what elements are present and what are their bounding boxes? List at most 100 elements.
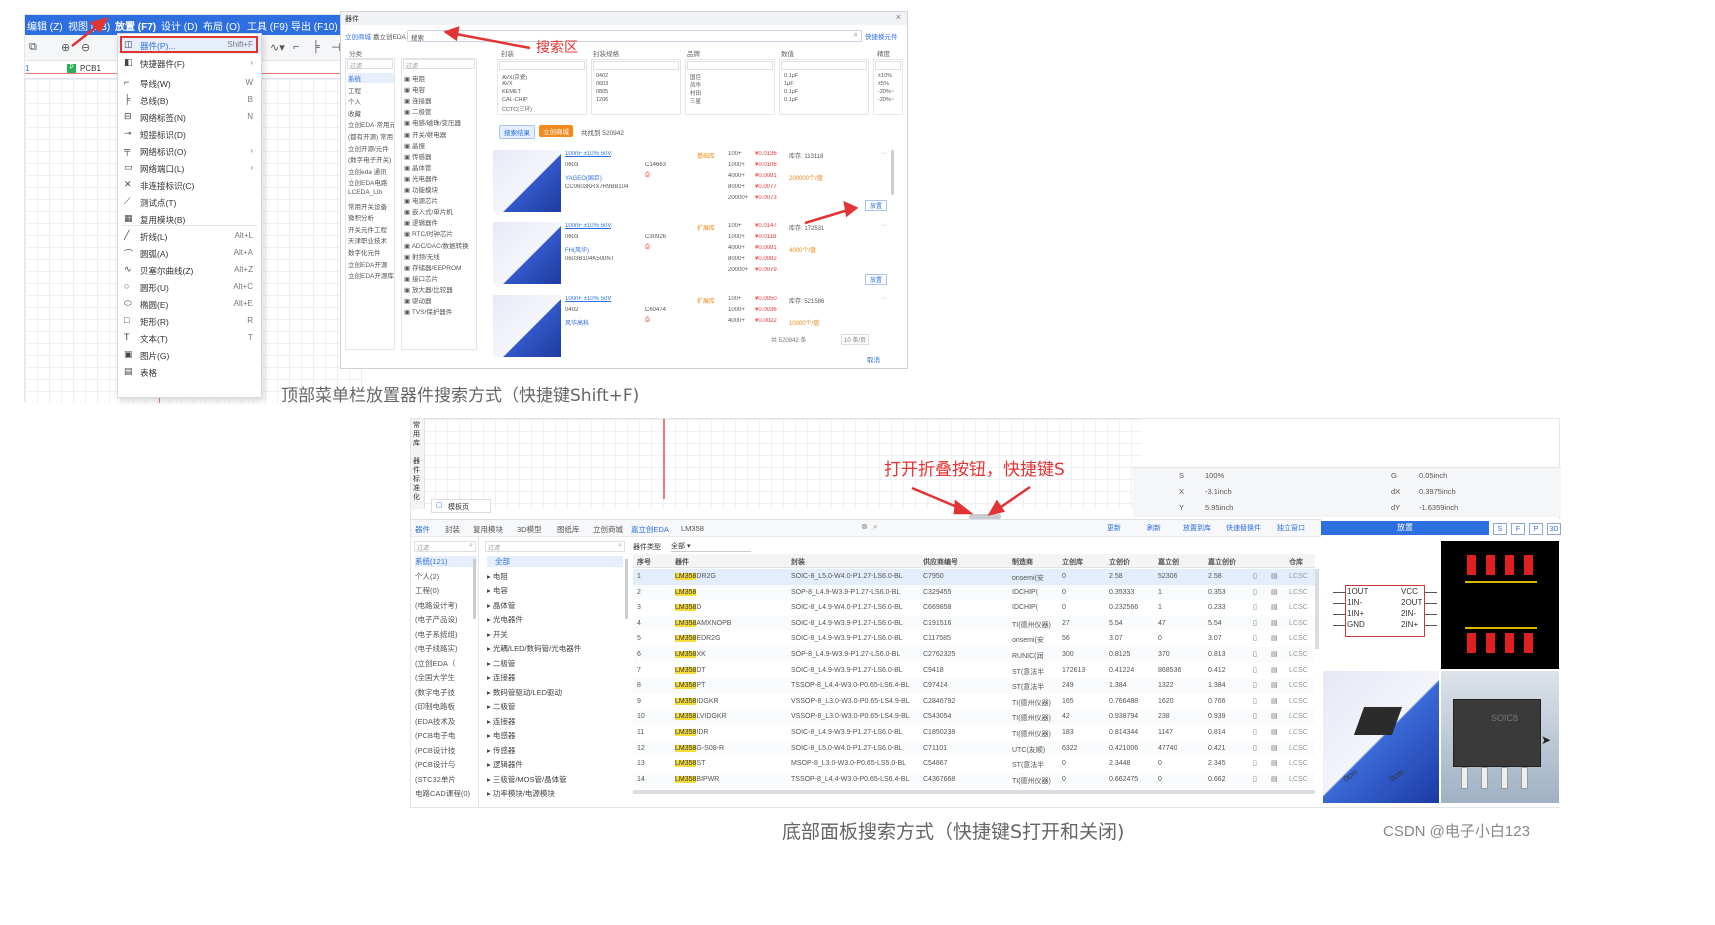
category-mid-item[interactable]: ▣ 二极管 [404, 109, 432, 117]
menu-item-1[interactable]: ◫ 器件(P)... Shift+F [118, 36, 261, 54]
category-left-item[interactable]: 开关元件工程 [348, 226, 387, 234]
table-hscrollbar[interactable] [633, 790, 1315, 794]
category-left-item[interactable]: (数字电子开关) [348, 157, 392, 165]
result-name-link[interactable]: 100nF ±10% 50V [565, 151, 612, 157]
panel-button-3[interactable]: 放置到库 [1183, 525, 1211, 532]
category-mid-item[interactable]: ▣ 射频/无线 [404, 253, 440, 261]
bus-icon[interactable]: ╞ [312, 41, 320, 53]
category-mid-item[interactable]: ▣ 存储器/EEPROM [404, 264, 462, 272]
category-mid-item[interactable]: ▣ 开关/继电器 [404, 131, 447, 139]
detail-icon[interactable]: ▤ [1271, 619, 1278, 627]
library-tree-item[interactable]: 系统(121) [415, 556, 477, 567]
filter-input-mid[interactable]: 过滤 [403, 59, 475, 70]
attr-option[interactable]: 0805 [596, 89, 609, 95]
library-tree-item[interactable]: 个人(2) [415, 571, 440, 581]
column-header[interactable]: 立创价 [1109, 559, 1130, 566]
menu-tools[interactable]: 工具 (F9) [247, 22, 289, 33]
category-mid-item[interactable]: ▣ 晶体管 [404, 164, 432, 172]
detail-icon[interactable]: ▤ [1271, 588, 1278, 596]
category-mid-item[interactable]: ▣ 连接器 [404, 98, 432, 106]
side-label-common[interactable]: 常用库 [413, 422, 420, 447]
attr-option[interactable]: 风华 [690, 83, 702, 89]
library-scrollbar[interactable] [473, 559, 476, 619]
category-scrollbar[interactable] [625, 559, 628, 619]
zoom-in-icon[interactable]: ⊕ [61, 42, 71, 54]
category-mid-item[interactable]: ▣ 接口芯片 [404, 275, 438, 283]
category-tree-item[interactable]: ▸ 电感器 [487, 731, 516, 740]
category-mid-item[interactable]: ▣ 电源芯片 [404, 198, 438, 206]
menu-item-19[interactable]: ▣ 图片(G) [118, 346, 261, 364]
result-brand[interactable]: FH(风华) [565, 248, 589, 254]
library-tree-item[interactable]: (印制电路板 [415, 702, 455, 711]
search-icon[interactable]: ⌕ [618, 542, 622, 549]
datasheet-icon[interactable]: ⎙ [645, 317, 650, 323]
datasheet-icon[interactable]: ▯ [1253, 588, 1257, 596]
detail-icon[interactable]: ▤ [1271, 651, 1278, 658]
category-left-item[interactable]: 个人 [348, 99, 361, 107]
more-icon[interactable]: ⋯ [881, 223, 887, 229]
category-tree-item[interactable]: ▸ 晶体管 [487, 600, 516, 610]
category-mid-item[interactable]: ▣ 电感/磁珠/变压器 [404, 120, 462, 128]
menu-item-3[interactable]: ⌐ 导线(W) W [118, 74, 261, 92]
panel-tab-2[interactable]: 封装 [445, 525, 460, 534]
datasheet-icon[interactable]: ▯ [1253, 604, 1257, 612]
attr-option[interactable]: ±5% [878, 81, 889, 87]
detail-icon[interactable]: ▤ [1271, 697, 1278, 705]
cell-supplier-no[interactable]: C2762325 [923, 651, 956, 658]
cell-supplier-no[interactable]: C191516 [923, 619, 952, 627]
column-header[interactable]: 立创库 [1062, 559, 1083, 566]
table-vscrollbar[interactable] [1315, 569, 1319, 649]
cell-supplier-no[interactable]: C54867 [923, 760, 948, 768]
preview-place-button[interactable]: 放置 [1321, 521, 1489, 535]
library-tree-item[interactable]: (电子产品设) [415, 615, 458, 624]
wire-icon[interactable]: ∿▾ [270, 42, 285, 54]
menu-item-5[interactable]: ⊟ 网络标签(N) N [118, 108, 261, 126]
column-header[interactable]: 序号 [637, 559, 651, 566]
category-tree-item[interactable]: ▸ 光电器件 [487, 615, 523, 624]
cell-supplier-no[interactable]: C543054 [923, 713, 952, 721]
attr-option[interactable]: CCTC(三环) [502, 107, 532, 113]
library-tree-item[interactable]: (PCB电子电 [415, 731, 456, 740]
menu-item-11[interactable]: ▦ 复用模块(B) [118, 210, 261, 228]
detail-icon[interactable]: ▤ [1271, 729, 1278, 736]
category-mid-item[interactable]: ▣ 嵌入式/单片机 [404, 209, 453, 217]
datasheet-icon[interactable]: ▯ [1253, 682, 1257, 690]
cell-supplier-no[interactable]: C2846792 [923, 697, 956, 705]
per-page-select[interactable]: 10 条/页 [841, 334, 870, 345]
library-filter-input[interactable]: 过滤 ⌕ [414, 541, 476, 552]
library-tree-item[interactable]: (电路设计考) [415, 600, 458, 610]
library-tree-item[interactable]: 工程(0) [415, 586, 440, 595]
tab-jlceda[interactable]: 嘉立创EDA [373, 34, 406, 41]
category-left-item[interactable]: 收藏 [348, 110, 361, 118]
panel-tab-7[interactable]: 嘉立创EDA [631, 525, 669, 534]
preview-view-3D[interactable]: 3D [1547, 523, 1561, 535]
category-tree-item[interactable]: ▸ 三极管/MOS管/晶体管 [487, 774, 567, 784]
category-left-item[interactable]: 数字化元件 [348, 250, 381, 257]
menu-design[interactable]: 设计 (D) [161, 22, 198, 33]
category-tree-item[interactable]: ▸ 光耦/LED/数码管/光电器件 [487, 644, 582, 653]
search-input[interactable]: 搜索 ⌕ [407, 30, 862, 42]
category-mid-item[interactable]: ▣ 电容 [404, 87, 425, 95]
category-tree-item[interactable]: ▸ 传感器 [487, 745, 516, 755]
panel-tab-3[interactable]: 复用模块 [473, 525, 503, 534]
menu-item-4[interactable]: ╞ 总线(B) B [118, 91, 261, 109]
attr-filter-input[interactable] [687, 61, 773, 70]
category-left-item[interactable]: 天津职业技术 [348, 238, 387, 246]
category-left-item[interactable]: 立创eda 通讯 [348, 168, 387, 176]
filter-input-left[interactable]: 过滤 [347, 59, 393, 70]
detail-icon[interactable]: ▤ [1271, 573, 1278, 580]
result-name-link[interactable]: 100nF ±10% 50V [565, 223, 612, 229]
category-left-item[interactable]: 微积分析 [348, 215, 374, 223]
datasheet-icon[interactable]: ▯ [1253, 775, 1257, 783]
category-left-item[interactable]: 立创EDA电路 [348, 180, 388, 188]
library-tree-item[interactable]: (电子线路实) [415, 644, 458, 653]
table-row[interactable] [633, 678, 1315, 694]
panel-tab-6[interactable]: 立创商城 [593, 525, 623, 534]
search-icon[interactable]: ⌕ [853, 30, 858, 39]
attr-option[interactable]: 三星 [690, 99, 702, 105]
column-header[interactable]: 仓库 [1289, 559, 1303, 566]
prop-value[interactable]: 100% [1205, 471, 1225, 480]
search-icon[interactable]: ⌕ [469, 542, 473, 549]
menu-item-15[interactable]: ○ 圆形(U) Alt+C [118, 278, 261, 296]
cell-supplier-no[interactable]: C71101 [923, 744, 948, 752]
